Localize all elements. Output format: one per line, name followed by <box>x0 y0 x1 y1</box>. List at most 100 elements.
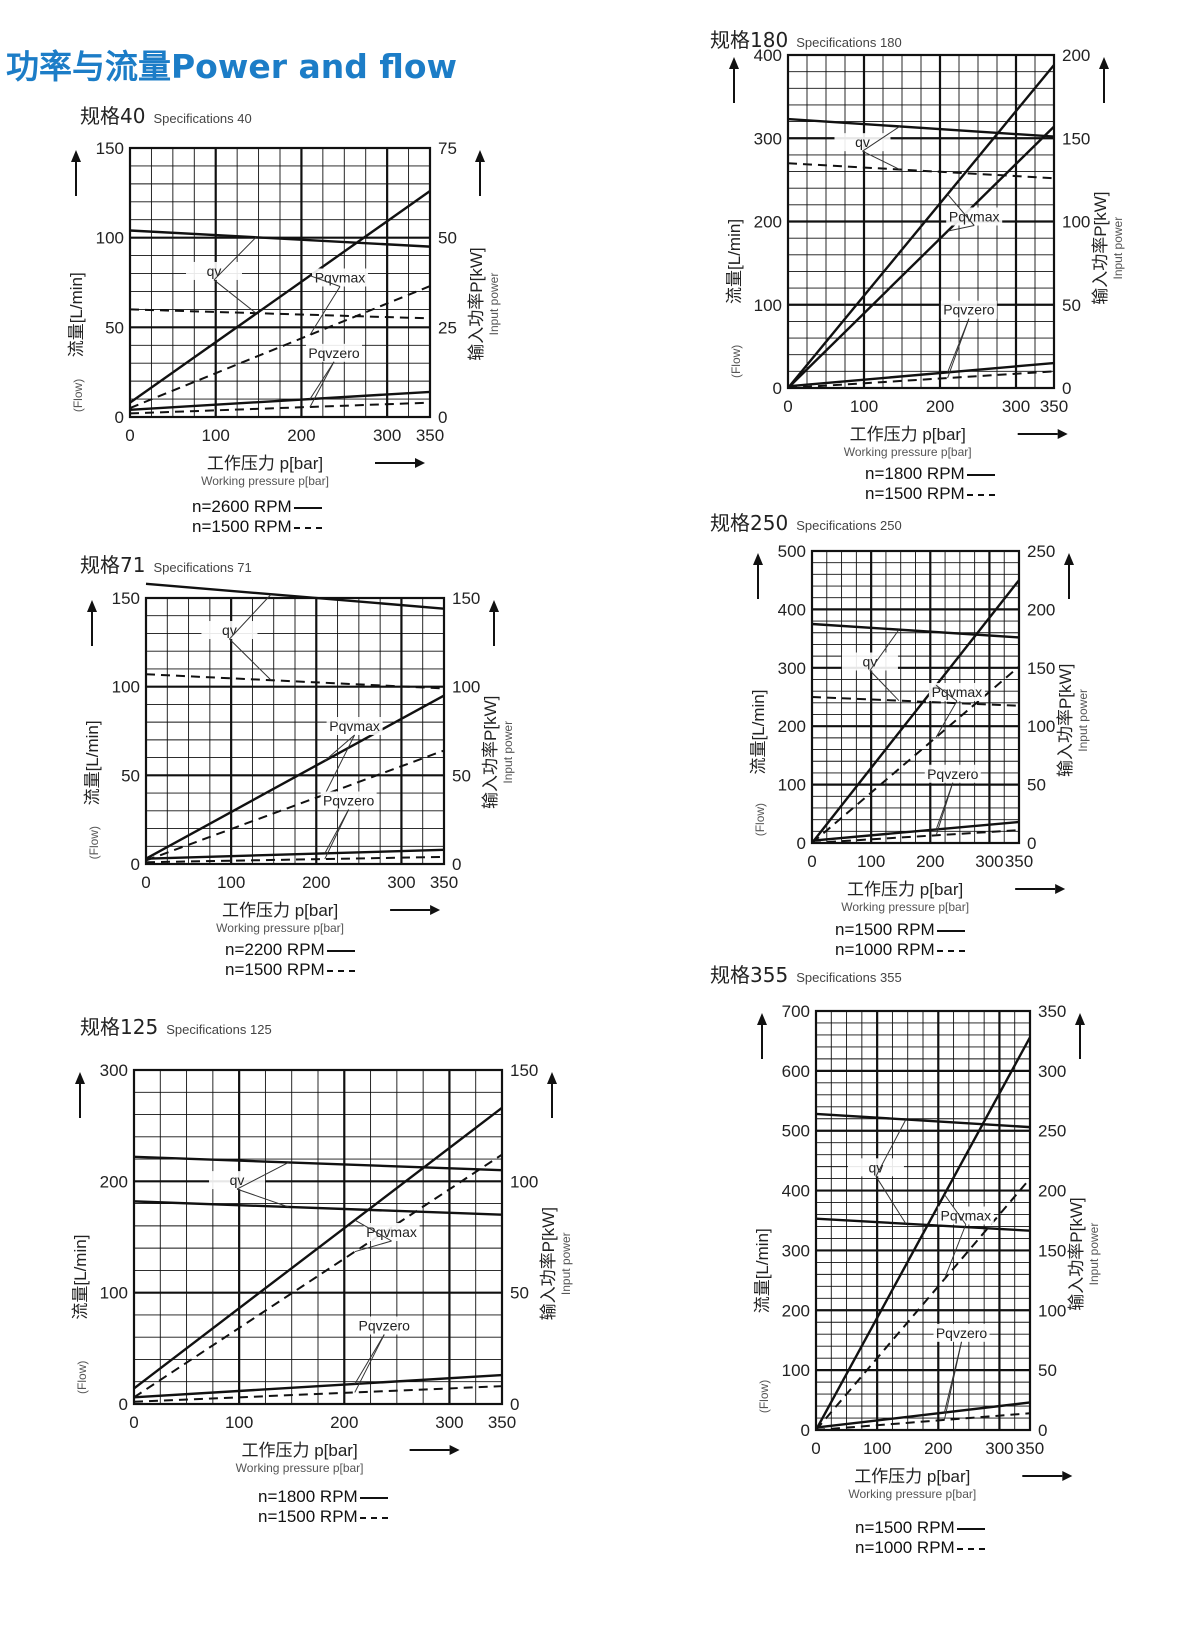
right-axis-title-group: 输入功率P[kW] Input power <box>1091 191 1125 304</box>
legend-label: n=1500 RPM <box>855 1518 955 1537</box>
series-line-qv-solid <box>815 1112 1031 1129</box>
x-tick-label: 200 <box>924 1439 952 1458</box>
x-tick-label: 300 <box>975 852 1003 871</box>
curve-label-pqvmax: Pqvmax <box>366 1224 417 1240</box>
series-line-pqvmax-solid <box>129 190 431 404</box>
right-tick-label: 200 <box>1062 46 1090 65</box>
right-tick-label: 100 <box>510 1172 538 1191</box>
right-tick-label: 50 <box>1062 296 1081 315</box>
left-axis-subtitle: (Flow) <box>757 1380 771 1413</box>
legend-row: n=1500 RPM <box>258 1507 388 1527</box>
x-axis-subtitle: Working pressure p[bar] <box>841 900 969 914</box>
leader-line <box>862 126 900 152</box>
left-tick-label: 300 <box>782 1241 810 1260</box>
curve-label-qv: qv <box>863 654 878 670</box>
leader-line <box>947 225 975 232</box>
legend-label: n=1800 RPM <box>258 1487 358 1506</box>
right-tick-label: 50 <box>1027 776 1046 795</box>
left-tick-label: 700 <box>782 1002 810 1021</box>
right-axis-title: 输入功率P[kW] <box>481 696 500 809</box>
right-tick-label: 25 <box>438 318 457 337</box>
x-axis-title: 工作压力 p[bar] <box>207 454 323 473</box>
chart-heading: 规格40 Specifications 40 <box>80 100 252 129</box>
curve-label-pqvzero: Pqvzero <box>927 766 979 782</box>
leader-line <box>875 1176 907 1224</box>
left-axis-title-group: 流量[L/min] (Flow) <box>67 272 86 412</box>
left-tick-label: 0 <box>773 379 782 398</box>
spec-name-en: Specifications 40 <box>153 111 252 126</box>
left-axis-title-group: 流量[L/min] (Flow) <box>71 1235 90 1394</box>
left-tick-label: 150 <box>96 139 124 158</box>
legend-row: n=1000 RPM <box>855 1538 985 1558</box>
right-tick-label: 100 <box>1027 717 1055 736</box>
speed-legend: n=1800 RPM n=1500 RPM <box>865 464 995 504</box>
grid <box>130 148 430 417</box>
leader-line <box>354 1219 392 1242</box>
x-axis-subtitle: Working pressure p[bar] <box>848 1487 976 1501</box>
left-tick-label: 100 <box>100 1284 128 1303</box>
series-line-pqvzero-solid <box>787 361 1055 388</box>
x-arrow-head-icon <box>449 1445 460 1455</box>
leader-line <box>947 318 970 379</box>
leader-line <box>947 193 975 226</box>
right-axis-title: 输入功率P[kW] <box>1056 664 1075 777</box>
right-tick-label: 250 <box>1027 542 1055 561</box>
legend-row: n=2200 RPM <box>225 940 355 960</box>
leader-line <box>875 1119 907 1177</box>
x-tick-label: 100 <box>217 873 245 892</box>
x-axis-subtitle: Working pressure p[bar] <box>844 445 972 459</box>
right-axis-title: 输入功率P[kW] <box>467 247 486 360</box>
label-backdrop <box>834 133 891 152</box>
left-tick-label: 200 <box>778 717 806 736</box>
plot-frame <box>128 146 432 419</box>
x-axis-subtitle: Working pressure p[bar] <box>216 921 344 935</box>
dashed-line-swatch <box>936 949 965 952</box>
curve-label-pqvmax: Pqvmax <box>949 209 1000 225</box>
x-axis-title: 工作压力 p[bar] <box>241 1441 357 1460</box>
chart-heading: 规格180 Specifications 180 <box>710 24 902 53</box>
solid-line-swatch <box>956 1527 985 1530</box>
label-backdrop <box>186 261 242 280</box>
curve-label-pqvzero: Pqvzero <box>936 1325 988 1341</box>
right-tick-label: 0 <box>1027 834 1036 853</box>
label-backdrop <box>356 1316 413 1335</box>
left-tick-label: 50 <box>105 318 124 337</box>
right-tick-label: 0 <box>438 408 447 427</box>
leader-line <box>229 593 272 640</box>
solid-line-swatch <box>326 949 355 952</box>
right-axis-subtitle: Input power <box>1087 1223 1101 1286</box>
legend-label: n=1500 RPM <box>835 920 935 939</box>
plot-frame <box>144 596 446 866</box>
x-tick-label: 200 <box>916 852 944 871</box>
grid <box>134 1070 502 1404</box>
right-arrow-head-icon <box>475 150 485 162</box>
left-axis-subtitle: (Flow) <box>75 1361 89 1394</box>
series-line-pqvmax-solid <box>814 1036 1032 1431</box>
left-axis-subtitle: (Flow) <box>87 826 101 859</box>
dashed-line-swatch <box>326 969 355 972</box>
leader-line <box>354 1334 385 1393</box>
right-tick-label: 150 <box>1038 1241 1066 1260</box>
series-line-qv-dashed <box>145 673 445 690</box>
x-tick-label: 300 <box>1002 397 1030 416</box>
series-line-pqvzero-dashed <box>787 370 1055 389</box>
spec-name-en: Specifications 250 <box>796 518 902 533</box>
label-backdrop <box>847 1158 904 1177</box>
legend-row: n=1500 RPM <box>855 1518 985 1538</box>
leader-line <box>213 236 257 281</box>
spec-name: 规格125 <box>80 1015 159 1039</box>
dashed-line-swatch <box>293 526 322 529</box>
left-axis-title: 流量[L/min] <box>753 1228 772 1313</box>
x-tick-label: 200 <box>926 397 954 416</box>
right-tick-label: 0 <box>1038 1421 1047 1440</box>
right-axis-subtitle: Input power <box>487 273 501 336</box>
legend-row: n=2600 RPM <box>192 497 322 517</box>
x-tick-label: 0 <box>783 397 792 416</box>
x-tick-label: 350 <box>488 1413 516 1432</box>
left-tick-label: 100 <box>778 776 806 795</box>
right-tick-label: 75 <box>438 139 457 158</box>
spec-name-en: Specifications 71 <box>153 560 252 575</box>
solid-line-swatch <box>966 473 995 476</box>
plot-frame <box>786 53 1056 390</box>
